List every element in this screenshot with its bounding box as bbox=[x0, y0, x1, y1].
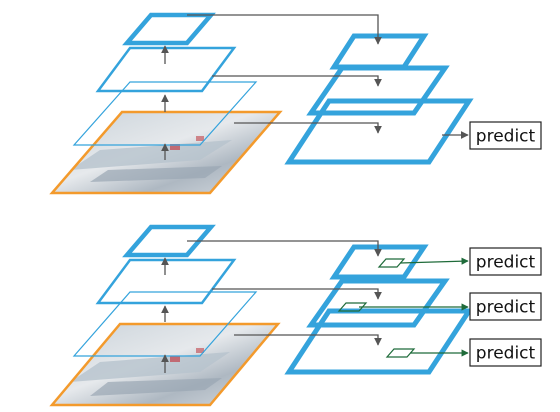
top-down-level-2-bottom bbox=[306, 278, 450, 328]
predict-label-bottom-2: predict bbox=[476, 298, 536, 318]
predict-arrow-bottom-1 bbox=[399, 257, 469, 265]
roi-patch-level-3 bbox=[385, 348, 416, 358]
predict-box-bottom-1 bbox=[469, 247, 542, 276]
predict-label-top: predict bbox=[476, 127, 536, 147]
bottom-up-level-1-top bbox=[72, 81, 258, 146]
top-down-level-3-bottom bbox=[284, 308, 474, 375]
roi-patch-level-1 bbox=[377, 258, 406, 268]
bottom-up-level-2-bottom bbox=[95, 258, 237, 305]
lateral-arrow-2-bottom bbox=[212, 288, 382, 300]
lateral-arrow-1-bottom bbox=[187, 240, 382, 257]
lateral-arrow-3-bottom bbox=[234, 334, 382, 346]
top-down-level-3-top bbox=[284, 98, 474, 165]
roi-patch-level-2 bbox=[337, 302, 368, 312]
predict-box-bottom-2 bbox=[469, 292, 542, 321]
lateral-arrow-2-top bbox=[212, 75, 382, 87]
bottom-up-level-3-bottom bbox=[122, 224, 216, 258]
bottom-up-level-2-top bbox=[95, 46, 237, 93]
top-down-level-1-bottom bbox=[329, 244, 429, 280]
predict-label-bottom-3: predict bbox=[476, 344, 536, 364]
predict-label-bottom-1: predict bbox=[476, 253, 536, 273]
input-image-top bbox=[49, 110, 283, 195]
predict-box-top bbox=[469, 121, 542, 150]
predict-box-bottom-3 bbox=[469, 338, 542, 367]
bottom-up-level-1-bottom bbox=[72, 291, 258, 357]
top-down-level-1-top bbox=[329, 33, 429, 70]
bottom-up-level-3-top bbox=[122, 12, 216, 46]
lateral-arrow-3-top bbox=[234, 122, 382, 134]
top-panel: predict bbox=[49, 12, 542, 195]
bottom-panel: predict predict predict bbox=[49, 224, 542, 407]
top-down-level-2-top bbox=[306, 65, 450, 116]
lateral-arrow-1-top bbox=[187, 14, 382, 45]
